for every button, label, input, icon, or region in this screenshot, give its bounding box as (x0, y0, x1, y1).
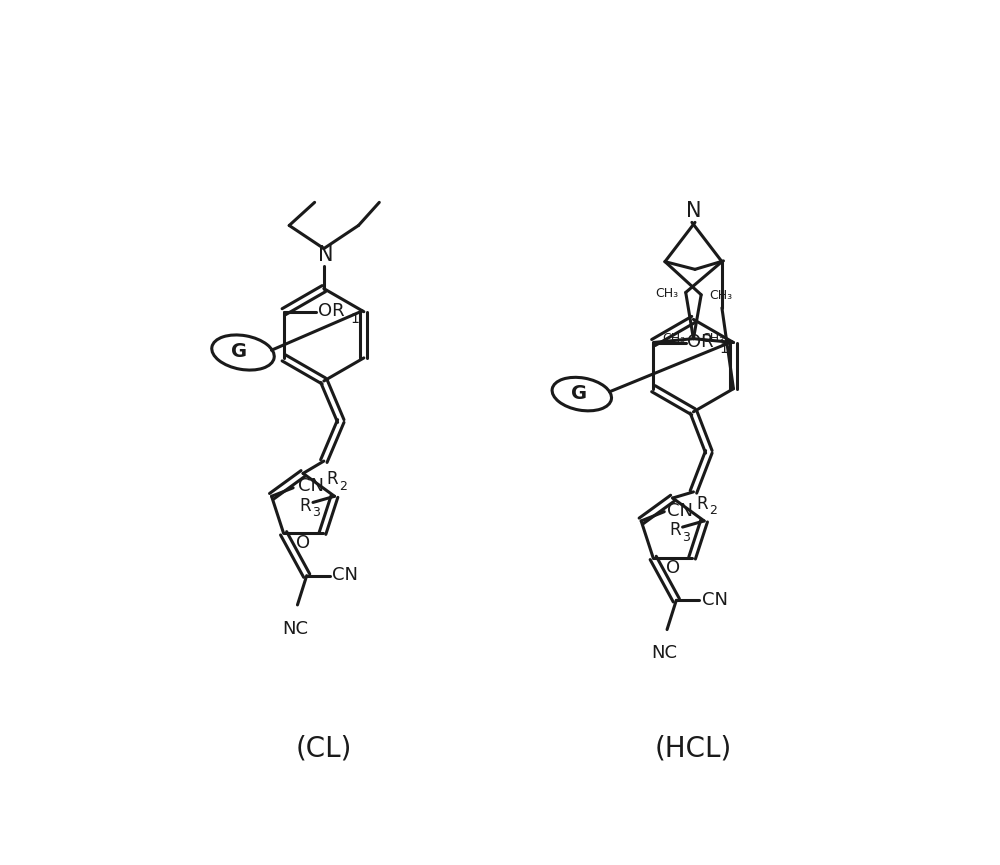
Text: (CL): (CL) (296, 734, 352, 762)
Text: 3: 3 (682, 530, 690, 543)
Text: 1: 1 (350, 311, 359, 325)
Text: CN: CN (702, 591, 728, 608)
Text: 2: 2 (339, 480, 347, 493)
Text: N: N (318, 245, 333, 265)
Text: 2: 2 (709, 504, 717, 517)
Text: R: R (696, 495, 708, 513)
Text: 1: 1 (720, 343, 729, 356)
Text: O: O (666, 559, 680, 577)
Text: CN: CN (298, 477, 324, 496)
Text: CH₃: CH₃ (701, 332, 724, 345)
Text: NC: NC (652, 644, 678, 663)
Text: R: R (326, 471, 338, 489)
Text: CH₃: CH₃ (663, 332, 686, 345)
Text: NC: NC (282, 619, 308, 638)
Text: R: R (299, 497, 311, 515)
Text: OR: OR (318, 302, 344, 320)
Text: O: O (296, 535, 310, 553)
Text: (HCL): (HCL) (655, 734, 732, 762)
Text: CH₃: CH₃ (655, 286, 678, 299)
Text: 3: 3 (312, 506, 320, 519)
Text: CN: CN (332, 566, 358, 584)
Text: CN: CN (667, 502, 693, 520)
Text: CH₃: CH₃ (709, 289, 732, 302)
Text: N: N (686, 201, 701, 221)
Text: OR: OR (687, 333, 714, 350)
Text: R: R (669, 521, 681, 539)
Text: G: G (571, 384, 587, 403)
Text: G: G (231, 343, 247, 362)
